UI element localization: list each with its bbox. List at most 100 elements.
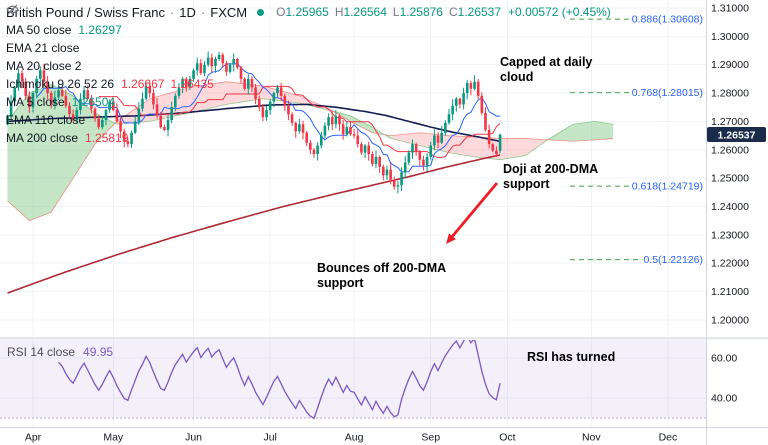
indicator-label: MA 20 close 2: [6, 59, 82, 73]
price-tick-label: 1.29000: [711, 59, 749, 71]
candle-body: [374, 156, 378, 164]
candle-body: [199, 63, 203, 74]
candle-body: [64, 95, 68, 106]
indicator-row-ichimoku[interactable]: Ichimoku 9 26 52 26 1.26667 1.26435: [6, 4, 611, 93]
candle-body: [272, 93, 276, 102]
indicator-row-ema110[interactable]: EMA 110 close: [6, 4, 611, 129]
indicator-value: 1.26504: [71, 95, 116, 109]
arrow-drawing[interactable]: [446, 182, 499, 244]
time-tick-label: Oct: [499, 432, 515, 444]
candle-body: [279, 87, 283, 96]
candle-body: [236, 59, 239, 68]
time-tick-label: Apr: [25, 432, 42, 444]
candle-body: [203, 64, 206, 74]
candle-body: [301, 124, 305, 133]
candle-body: [309, 142, 312, 150]
candle-body: [473, 81, 476, 89]
candle-body: [371, 154, 374, 164]
candle-body: [221, 54, 225, 64]
indicator-row-ma50[interactable]: MA 50 close 1.26297: [6, 21, 611, 39]
rsi-tick-label: 40.00: [711, 393, 737, 405]
fib-retracement-drawing[interactable]: [570, 18, 703, 261]
price-tick-label: 1.22000: [711, 258, 749, 270]
indicator-value: 1.26667: [121, 77, 165, 91]
fib-label[interactable]: 0.618(1.24719): [630, 179, 704, 194]
annotation-rsi-turned[interactable]: RSI has turned: [527, 350, 616, 364]
candle-body: [141, 98, 144, 109]
annotation-doji-200dma[interactable]: Doji at 200-DMA support: [503, 162, 598, 191]
candle-body: [454, 98, 458, 106]
indicator-row-ema21[interactable]: EMA 21 close: [6, 4, 611, 57]
time-tick-label: Nov: [582, 432, 601, 444]
candle-body: [425, 156, 429, 166]
candle-body: [378, 156, 381, 167]
candle-body: [257, 98, 261, 108]
candle-body: [24, 81, 28, 96]
candle-body: [487, 129, 491, 145]
candle-body: [451, 105, 454, 115]
candle-body: [389, 169, 392, 180]
candle-body: [465, 83, 469, 94]
candle-body: [86, 90, 90, 99]
candle-body: [42, 70, 46, 82]
candle-body: [119, 121, 122, 132]
candle-body: [57, 90, 60, 98]
price-tick-label: 1.24000: [711, 201, 749, 213]
candle-body: [148, 85, 152, 94]
candle-body: [338, 115, 341, 125]
candle-body: [174, 95, 177, 108]
rsi-legend-row[interactable]: RSI 14 close 49.95: [7, 345, 113, 359]
candle-body: [316, 145, 319, 155]
indicator-row-ma20[interactable]: MA 20 close 2: [6, 4, 611, 75]
candle-body: [469, 83, 473, 89]
close-value: 1.26537: [457, 5, 502, 19]
fib-label[interactable]: 0.768(1.28015): [630, 86, 704, 101]
candle-body: [356, 135, 360, 145]
candle-body: [93, 108, 97, 119]
timeframe[interactable]: 1D: [179, 4, 196, 20]
candle-body: [6, 115, 9, 125]
indicator-row-ma200[interactable]: MA 200 close 1.25819: [6, 129, 611, 147]
candle-body: [39, 70, 42, 79]
rsi-tick-label: 60.00: [711, 353, 737, 365]
market-status-dot: [257, 8, 265, 16]
price-tick-label: 1.26000: [711, 144, 749, 156]
candle-body: [104, 110, 108, 120]
candle-body: [75, 110, 79, 120]
candle-body: [122, 131, 126, 142]
candle-body: [294, 122, 298, 132]
price-tick-label: 1.28000: [711, 88, 749, 100]
fib-label[interactable]: 0.886(1.30608): [630, 12, 704, 27]
candle-body: [13, 87, 17, 102]
indicator-label: MA 200 close: [6, 131, 79, 145]
rsi-band: [0, 340, 706, 418]
indicator-row-ma5[interactable]: MA 5 close 1.26504: [6, 93, 611, 111]
annotation-bounces-200dma[interactable]: Bounces off 200-DMA support: [317, 261, 446, 290]
time-tick-label: Jul: [263, 432, 276, 444]
price-tick-label: 1.31000: [711, 2, 749, 14]
candle-body: [184, 78, 188, 88]
time-tick-label: Sep: [421, 432, 440, 444]
candle-body: [90, 98, 93, 109]
price-axis[interactable]: [706, 0, 768, 427]
candle-body: [341, 124, 345, 135]
ma200-line: [7, 154, 501, 294]
candle-body: [181, 78, 184, 88]
legend: British Pound / Swiss Franc · 1D · FXCM …: [6, 3, 611, 147]
candle-body: [170, 107, 173, 120]
symbol-legend-row[interactable]: British Pound / Swiss Franc · 1D · FXCM …: [6, 3, 611, 21]
candle-body: [101, 119, 104, 128]
symbol-name[interactable]: British Pound / Swiss Franc: [6, 4, 165, 20]
candle-body: [159, 115, 163, 128]
candle-body: [276, 87, 279, 94]
separator: ·: [169, 4, 175, 20]
time-axis[interactable]: [0, 427, 768, 445]
price-tick-label: 1.25000: [711, 173, 749, 185]
indicator-value: 1.25819: [85, 131, 129, 145]
indicator-label: MA 5 close: [6, 95, 65, 109]
annotation-capped-at-cloud[interactable]: Capped at daily cloud: [500, 55, 593, 84]
time-tick-label: May: [103, 432, 124, 444]
price-axis-bg: [706, 0, 768, 445]
fib-label[interactable]: 0.5(1.22126): [642, 253, 705, 268]
